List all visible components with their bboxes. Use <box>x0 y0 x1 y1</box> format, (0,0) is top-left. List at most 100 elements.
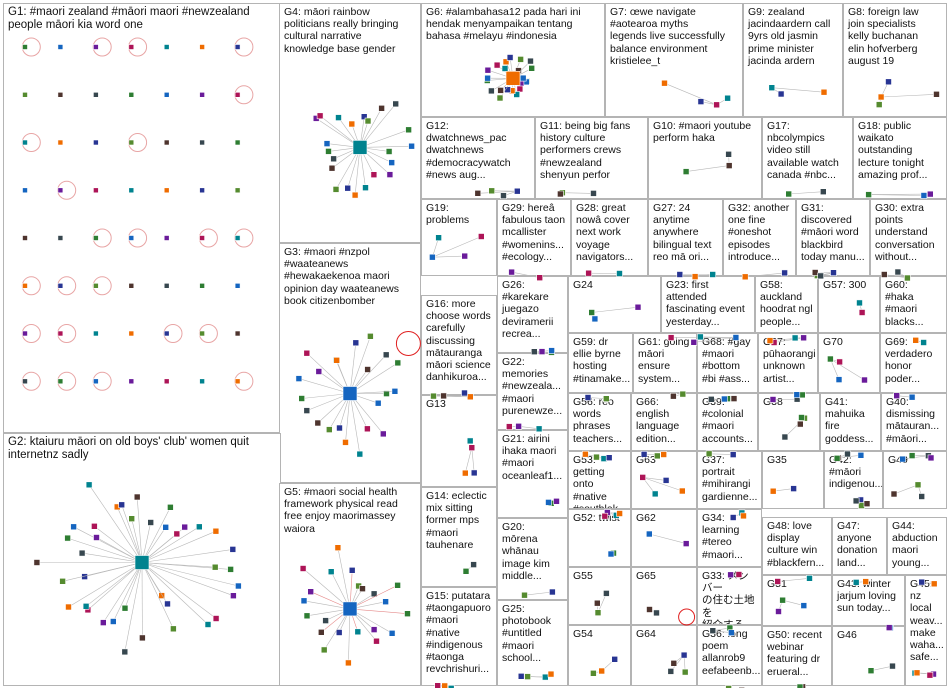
graph-node <box>670 659 678 667</box>
graph-node <box>607 550 615 558</box>
graph-node <box>93 330 99 337</box>
graph-node <box>22 330 28 337</box>
graph-node <box>199 282 205 289</box>
graph-node <box>93 378 99 385</box>
graph-node <box>128 515 135 523</box>
group-graph-g68 <box>707 395 738 403</box>
graph-node <box>388 159 396 166</box>
graph-node <box>356 450 364 458</box>
graph-node <box>682 540 690 547</box>
graph-node <box>163 235 170 241</box>
graph-node <box>22 378 28 385</box>
graph-edge <box>870 665 893 671</box>
graph-node <box>474 190 482 197</box>
graph-node <box>790 485 797 492</box>
graph-edge <box>562 192 594 194</box>
graph-node <box>22 187 28 194</box>
graph-edge <box>893 484 919 495</box>
graph-node <box>382 351 390 359</box>
graph-node <box>725 685 732 688</box>
group-graph-g20 <box>521 588 556 599</box>
graph-node <box>927 454 935 462</box>
graph-node <box>385 148 393 155</box>
group-graph-g4 <box>312 100 415 199</box>
graph-node <box>408 142 415 150</box>
graph-edge <box>141 562 209 625</box>
group-graph-g45 <box>911 669 937 679</box>
graph-node <box>461 469 469 477</box>
graph-node <box>93 235 99 241</box>
group-graph-g10 <box>682 151 733 175</box>
group-graph-g38 <box>781 414 808 441</box>
graph-node <box>800 602 808 609</box>
graph-node <box>796 683 804 688</box>
graph-edge <box>693 337 736 343</box>
graph-node <box>513 187 521 195</box>
graph-node <box>93 534 100 541</box>
graph-node <box>360 113 368 120</box>
graph-node <box>697 98 705 105</box>
graph-node <box>549 588 556 596</box>
graph-node <box>430 392 437 400</box>
graph-node <box>506 54 514 61</box>
graph-node <box>679 390 687 398</box>
graph-node <box>199 235 205 241</box>
graph-node <box>22 139 28 146</box>
graph-node <box>22 235 28 241</box>
group-graph-g15 <box>434 682 455 688</box>
graph-node <box>234 187 241 194</box>
graph-node <box>394 359 402 367</box>
highlight-loop <box>395 331 421 356</box>
group-graph-g14 <box>462 561 477 575</box>
graph-node <box>678 487 686 495</box>
hub-node <box>342 601 358 617</box>
group-graph-g50 <box>796 683 806 688</box>
graph-node <box>541 673 549 681</box>
graph-edge <box>884 274 908 279</box>
graph-node <box>667 334 675 341</box>
graph-node <box>852 579 860 586</box>
group-graph-g69 <box>893 392 916 401</box>
graph-node <box>646 606 653 613</box>
group-graph-g37 <box>729 509 747 521</box>
graph-node <box>128 378 135 385</box>
graph-node <box>918 493 926 500</box>
graph-node <box>391 387 399 395</box>
graph-node <box>781 269 788 277</box>
graph-node <box>530 348 538 356</box>
group-graph-g33 <box>709 624 735 637</box>
graph-node <box>374 399 382 407</box>
graph-node <box>335 114 342 121</box>
graph-edge <box>67 537 143 563</box>
graph-node <box>545 499 552 506</box>
graph-node <box>211 563 219 571</box>
graph-node <box>303 612 311 620</box>
graph-node <box>334 544 342 552</box>
graph-node <box>725 162 733 169</box>
graph-node <box>528 65 536 72</box>
graph-node <box>920 192 928 199</box>
graph-node <box>22 282 28 289</box>
graph-node <box>373 637 380 645</box>
graph-node <box>875 101 883 108</box>
group-graph-g22 <box>505 422 543 433</box>
graph-edge <box>141 562 234 596</box>
group-graph-g55 <box>593 590 610 617</box>
graph-node <box>128 44 135 50</box>
graph-node <box>163 139 170 146</box>
graph-edge <box>709 453 734 455</box>
graph-node <box>774 578 782 585</box>
graph-node <box>768 84 776 91</box>
graph-edge <box>745 272 785 278</box>
group-graph-g64 <box>667 651 689 676</box>
graph-node <box>470 469 478 477</box>
graph-node <box>894 268 902 276</box>
graph-node <box>588 309 596 316</box>
graph-edge <box>649 533 687 544</box>
graph-node <box>740 512 747 520</box>
graph-node <box>234 92 241 98</box>
group-graph-g47 <box>852 578 870 586</box>
group-graph-g8 <box>875 78 940 108</box>
graph-node <box>661 79 668 87</box>
